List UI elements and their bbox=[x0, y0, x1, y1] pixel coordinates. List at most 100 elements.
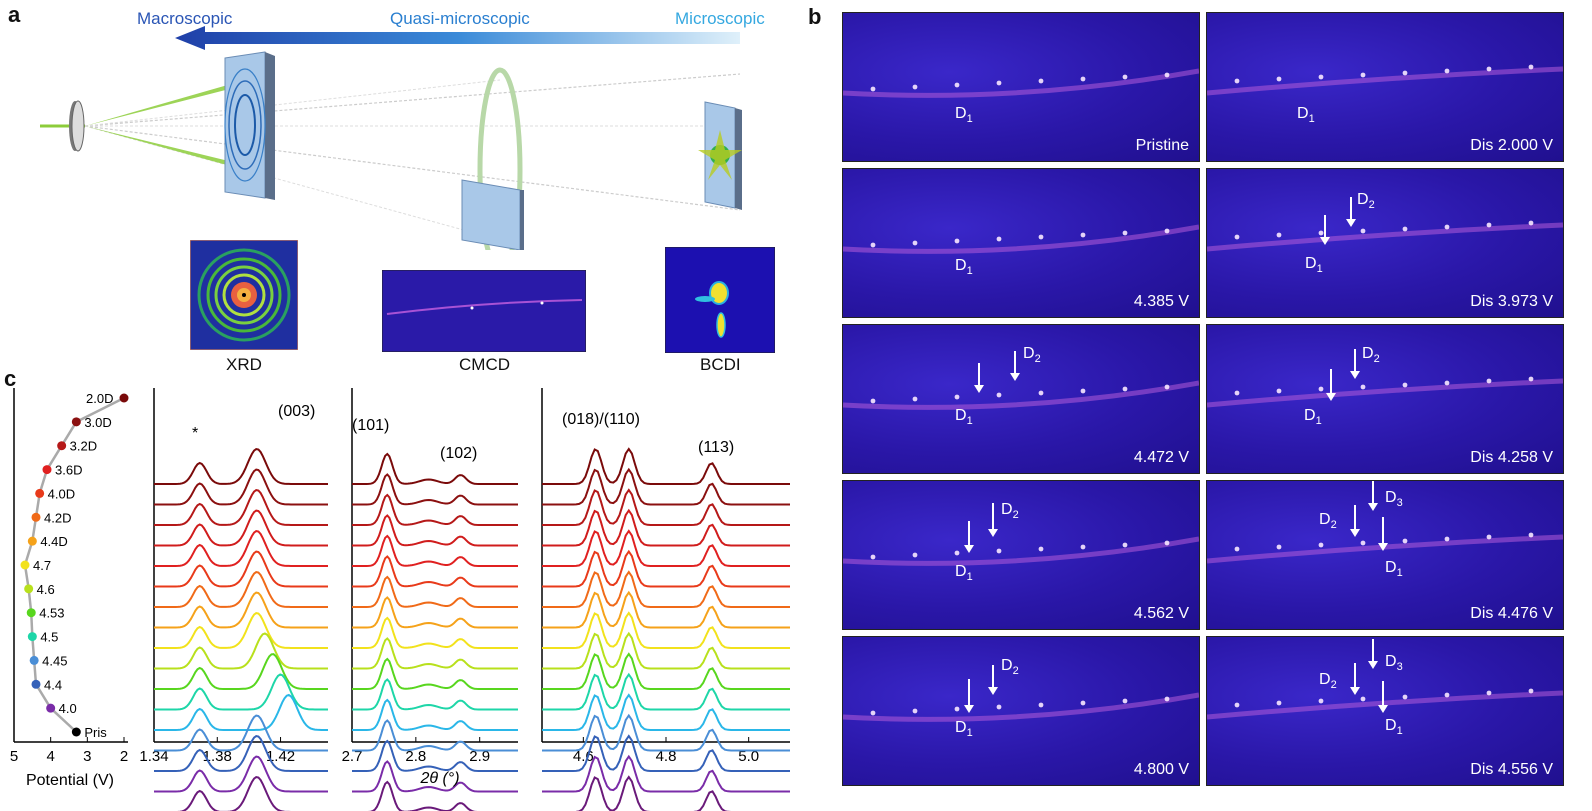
point-label: 4.0D bbox=[48, 486, 75, 501]
bright-spot bbox=[1234, 390, 1240, 396]
xrd-pattern-line bbox=[352, 575, 518, 608]
peak-annotation: (113) bbox=[698, 439, 734, 456]
defect-letter: D bbox=[955, 407, 967, 424]
arrow-marker bbox=[1378, 681, 1388, 713]
defect-label: D1 bbox=[955, 105, 973, 125]
bright-spot bbox=[1528, 220, 1534, 226]
bright-spot bbox=[1234, 78, 1240, 84]
x-tick-label: 4.8 bbox=[656, 748, 677, 765]
defect-index: 2 bbox=[1034, 353, 1041, 366]
bcdi-label: BCDI bbox=[700, 355, 741, 374]
potential-point bbox=[119, 393, 129, 403]
xrd-pattern-line bbox=[154, 693, 328, 731]
bright-spot bbox=[1080, 544, 1086, 550]
xrd-pattern-line bbox=[352, 678, 518, 711]
bright-spot bbox=[1444, 224, 1450, 230]
bright-spot bbox=[1444, 380, 1450, 386]
bright-spot bbox=[1038, 78, 1044, 84]
potential-point bbox=[27, 536, 37, 546]
cmcd-tile: D3 D2 D1 Dis 4.556 V bbox=[1206, 636, 1564, 786]
bright-spot bbox=[954, 550, 960, 556]
defect-letter: D bbox=[1001, 657, 1013, 674]
defect-index: 1 bbox=[966, 415, 973, 428]
x-axis-label: Potential (V) bbox=[26, 772, 114, 789]
bright-spot bbox=[1080, 700, 1086, 706]
bright-spot bbox=[954, 82, 960, 88]
defect-index: 1 bbox=[1316, 263, 1323, 276]
x-tick-label: 1.38 bbox=[203, 748, 232, 765]
tile-caption: Pristine bbox=[1135, 137, 1189, 154]
defect-label: D1 bbox=[955, 563, 973, 583]
defect-label: D1 bbox=[1297, 105, 1315, 125]
bright-spot bbox=[1276, 76, 1282, 82]
bright-spot bbox=[1234, 546, 1240, 552]
x-tick-label: 2.7 bbox=[342, 748, 363, 765]
panel-label-b: b bbox=[808, 4, 822, 29]
defect-label: D1 bbox=[955, 719, 973, 739]
defect-label: D1 bbox=[1304, 407, 1322, 427]
defect-letter: D bbox=[1001, 501, 1013, 518]
arrow-marker bbox=[974, 363, 984, 393]
bright-spot bbox=[1486, 534, 1492, 540]
point-label: 4.2D bbox=[44, 510, 71, 525]
bright-spot bbox=[1122, 230, 1128, 236]
point-label: 4.6 bbox=[37, 582, 55, 597]
bright-spot bbox=[1122, 386, 1128, 392]
point-label: 4.0 bbox=[59, 701, 77, 716]
point-label: 4.45 bbox=[42, 653, 67, 668]
defect-index: 1 bbox=[966, 265, 973, 278]
bright-spot bbox=[1360, 72, 1366, 78]
arrow-marker bbox=[964, 679, 974, 713]
xrd-pattern-line bbox=[154, 735, 328, 772]
arrow-marker bbox=[1320, 215, 1330, 245]
particle-streak bbox=[843, 692, 1199, 722]
bright-spot bbox=[912, 552, 918, 558]
xrd-pattern-line bbox=[154, 591, 328, 629]
xrd-pattern-line bbox=[352, 493, 518, 526]
defect-index: 2 bbox=[1330, 679, 1337, 692]
x-tick-label: 2.9 bbox=[469, 748, 490, 765]
bright-spot bbox=[1402, 226, 1408, 232]
defect-letter: D bbox=[1304, 407, 1316, 424]
bright-spot bbox=[1444, 692, 1450, 698]
xrd-pattern-line bbox=[352, 698, 518, 731]
bright-spot bbox=[954, 238, 960, 244]
bright-spot bbox=[1360, 696, 1366, 702]
x-tick-label: 5 bbox=[10, 748, 18, 765]
defect-letter: D bbox=[1297, 105, 1309, 122]
defect-letter: D bbox=[955, 257, 967, 274]
bright-spot bbox=[1038, 390, 1044, 396]
x-tick-label: 5.0 bbox=[738, 748, 759, 765]
x-tick-label: 3 bbox=[83, 748, 91, 765]
cmcd-tile: D1 Dis 2.000 V bbox=[1206, 12, 1564, 162]
bright-spot bbox=[1234, 234, 1240, 240]
point-label: 3.6D bbox=[55, 463, 82, 478]
defect-index: 1 bbox=[966, 727, 973, 740]
x-tick-label: 2 bbox=[120, 748, 128, 765]
potential-point bbox=[31, 679, 41, 689]
peak-annotation: (018)/(110) bbox=[562, 411, 640, 428]
bright-spot bbox=[1080, 232, 1086, 238]
defect-letter: D bbox=[955, 105, 967, 122]
x-tick-label: 1.42 bbox=[266, 748, 295, 765]
bright-spot bbox=[1318, 74, 1324, 80]
defect-index: 1 bbox=[966, 571, 973, 584]
xrd-pattern-line bbox=[542, 754, 790, 793]
xrd-pattern-line bbox=[154, 755, 328, 793]
xrd-pattern-line bbox=[542, 775, 790, 811]
bright-spot bbox=[1360, 540, 1366, 546]
xrd-pattern-line bbox=[352, 452, 518, 485]
defect-label: D1 bbox=[955, 257, 973, 277]
bright-spot bbox=[1528, 64, 1534, 70]
arrow-marker bbox=[1350, 505, 1360, 537]
panel-label-a: a bbox=[8, 2, 21, 27]
defect-label: D2 bbox=[1319, 671, 1337, 691]
xrd-pattern-line bbox=[542, 447, 790, 485]
bright-spot bbox=[1276, 544, 1282, 550]
bright-spot bbox=[1402, 694, 1408, 700]
cmcd-tile: D2 D1 Dis 3.973 V bbox=[1206, 168, 1564, 318]
xrd-pattern-line bbox=[352, 637, 518, 670]
defect-letter: D bbox=[1357, 191, 1369, 208]
xrd-pattern-line bbox=[154, 632, 328, 670]
cmcd-label: CMCD bbox=[459, 355, 510, 374]
